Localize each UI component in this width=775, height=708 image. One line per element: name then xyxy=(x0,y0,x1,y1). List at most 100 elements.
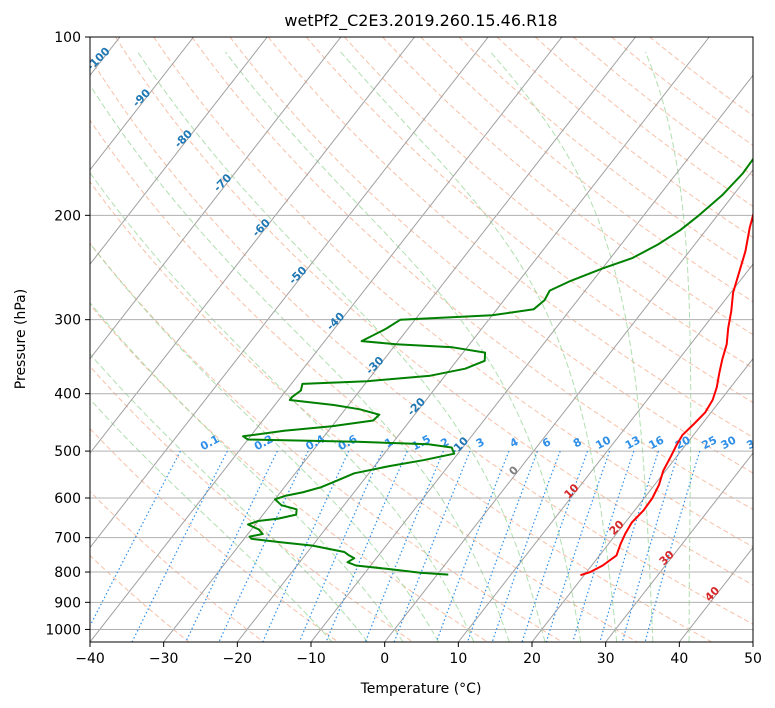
dry-adiabat xyxy=(496,37,753,239)
dry-adiabat xyxy=(305,37,753,404)
isotherm xyxy=(531,357,753,642)
isotherm-label: 40 xyxy=(702,584,722,604)
mixing-ratio-line xyxy=(644,450,701,642)
moist-adiabat xyxy=(90,84,510,642)
mixing-ratio-label: 4 xyxy=(508,435,521,450)
moist-adiabat xyxy=(137,51,546,642)
mixing-ratio-line xyxy=(364,450,444,642)
mixing-ratio-label: 20 xyxy=(673,433,693,452)
dry-adiabat xyxy=(153,37,753,548)
isotherm xyxy=(90,37,563,642)
dry-adiabat xyxy=(90,303,488,642)
dry-adiabat xyxy=(90,119,712,642)
isotherm-label: -40 xyxy=(324,310,347,333)
y-tick-label: 1000 xyxy=(45,622,81,638)
dry-adiabat xyxy=(90,490,264,642)
y-tick-label: 200 xyxy=(54,208,81,224)
moist-adiabat xyxy=(225,51,582,642)
moist-adiabat xyxy=(90,242,439,642)
mixing-ratio-label: 25 xyxy=(700,433,720,452)
plot-frame xyxy=(89,36,754,643)
dry-adiabat xyxy=(267,37,753,438)
dry-adiabat xyxy=(191,37,753,511)
x-tick-label: −20 xyxy=(223,651,253,667)
mixing-ratio-line xyxy=(599,450,660,642)
isotherm xyxy=(384,168,753,642)
mixing-ratio-line xyxy=(572,450,635,642)
mixing-ratio-label: 30 xyxy=(719,433,739,452)
isotherm-label: -80 xyxy=(172,127,195,150)
mixing-ratio-label: 16 xyxy=(647,433,667,452)
plot-grid xyxy=(90,37,753,642)
axes: −40 −30 −20 −10 0 10 20 30 40 5010020030040050060… xyxy=(45,30,762,667)
mixing-ratio-label: 10 xyxy=(593,433,613,452)
isotherm xyxy=(90,37,489,549)
y-tick-label: 500 xyxy=(54,444,81,460)
isotherm-label: 30 xyxy=(657,548,677,568)
dry-adiabat xyxy=(458,37,753,271)
mixing-ratio-label: 0.6 xyxy=(336,432,360,453)
isotherm-label: -30 xyxy=(363,354,386,377)
moist-adiabat xyxy=(645,51,692,642)
plot-series xyxy=(242,157,753,577)
y-tick-label: 100 xyxy=(54,30,81,46)
isotherm xyxy=(605,452,753,642)
x-tick-label: 0 xyxy=(380,651,389,667)
dry-adiabat xyxy=(90,242,563,642)
mixing-ratio-line xyxy=(131,450,228,642)
dry-adiabat xyxy=(534,37,753,207)
mixing-ratio-line xyxy=(185,450,278,642)
y-tick-label: 800 xyxy=(54,565,81,581)
dry-adiabat xyxy=(382,37,753,336)
isotherm xyxy=(90,37,342,360)
isotherm-label: -90 xyxy=(130,86,153,109)
mixing-ratio-label: 0.1 xyxy=(198,432,221,453)
dry-adiabat xyxy=(420,37,753,303)
x-tick-label: 50 xyxy=(744,651,762,667)
x-tick-label: 20 xyxy=(523,651,541,667)
moist-adiabat xyxy=(90,398,333,642)
plot-annotations: 0.1 0.2 0.4 0.6 1 1.5 2 3 4 6 8 10 13 16 20 25 30 36-100-… xyxy=(84,44,764,604)
mixing-ratio-line xyxy=(466,450,538,642)
moist-adiabat xyxy=(90,353,369,642)
mixing-ratio-line xyxy=(435,450,510,642)
y-tick-label: 600 xyxy=(54,491,81,507)
isotherm xyxy=(90,37,194,171)
isotherm xyxy=(457,263,753,642)
mixing-ratio-line xyxy=(521,450,589,642)
mixing-ratio-label: 3 xyxy=(474,435,487,450)
y-axis-title: Pressure (hPa) xyxy=(13,289,29,389)
moist-adiabat xyxy=(490,51,654,642)
y-tick-label: 700 xyxy=(54,531,81,547)
x-tick-label: −30 xyxy=(149,651,179,667)
mixing-ratio-line xyxy=(621,450,680,642)
x-tick-label: 40 xyxy=(670,651,688,667)
mixing-ratio-label: 0.4 xyxy=(304,432,328,453)
mixing-ratio-line xyxy=(545,450,611,642)
moist-adiabat xyxy=(90,171,475,642)
mixing-ratio-label: 36 xyxy=(744,433,764,452)
isotherm-label: -60 xyxy=(250,216,273,239)
y-tick-label: 400 xyxy=(54,387,81,403)
dry-adiabat xyxy=(229,37,753,474)
temperature-profile xyxy=(580,211,753,577)
x-tick-label: 10 xyxy=(449,651,467,667)
isotherm xyxy=(310,74,753,642)
mixing-ratio-label: 13 xyxy=(623,433,643,452)
x-tick-label: −40 xyxy=(75,651,105,667)
x-tick-label: −10 xyxy=(296,651,326,667)
x-axis-title: Temperature (°C) xyxy=(360,681,482,697)
mixing-ratio-label: 6 xyxy=(540,435,553,450)
x-tick-label: 30 xyxy=(597,651,615,667)
isotherm-label: -100 xyxy=(84,44,113,73)
dry-adiabat xyxy=(573,37,753,177)
dry-adiabat xyxy=(90,365,414,642)
dry-adiabat xyxy=(90,181,638,642)
isotherm xyxy=(90,37,268,266)
dewpoint-profile xyxy=(242,157,753,576)
mixing-ratio-line xyxy=(218,450,309,642)
chart-title: wetPf2_C2E3.2019.260.15.46.R18 xyxy=(284,11,557,31)
mixing-ratio-line xyxy=(393,450,471,642)
y-tick-label: 900 xyxy=(54,595,81,611)
